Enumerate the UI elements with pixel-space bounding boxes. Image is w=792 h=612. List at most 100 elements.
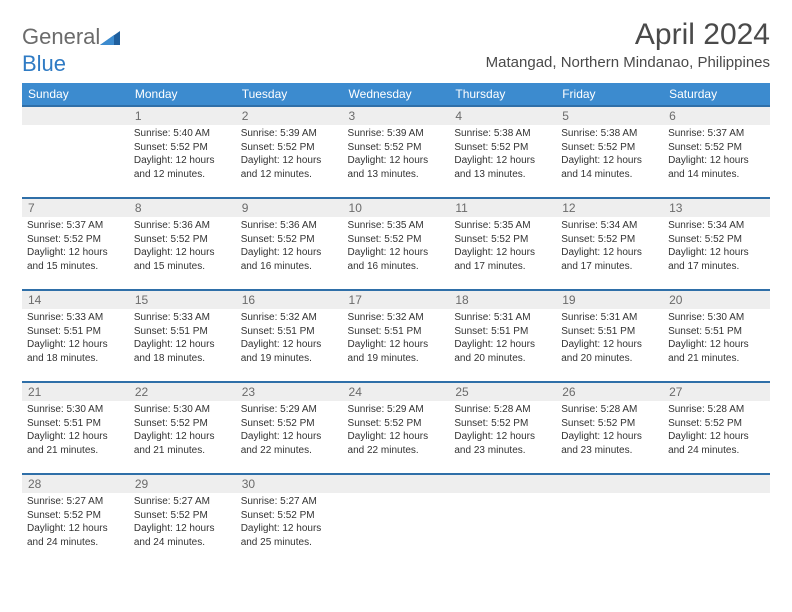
daylight-text: Daylight: 12 hours and 17 minutes. bbox=[454, 246, 551, 273]
sunrise-text: Sunrise: 5:37 AM bbox=[668, 127, 765, 141]
day-number: 10 bbox=[343, 199, 450, 217]
page-header: General Blue April 2024 Matangad, Northe… bbox=[22, 18, 770, 77]
calendar-day-cell: 20Sunrise: 5:30 AMSunset: 5:51 PMDayligh… bbox=[663, 290, 770, 382]
calendar-day-cell: 7Sunrise: 5:37 AMSunset: 5:52 PMDaylight… bbox=[22, 198, 129, 290]
calendar-day-cell: 30Sunrise: 5:27 AMSunset: 5:52 PMDayligh… bbox=[236, 474, 343, 566]
day-details: Sunrise: 5:32 AMSunset: 5:51 PMDaylight:… bbox=[236, 309, 343, 369]
sunrise-text: Sunrise: 5:40 AM bbox=[134, 127, 231, 141]
sunset-text: Sunset: 5:51 PM bbox=[241, 325, 338, 339]
brand-logo: General Blue bbox=[22, 18, 120, 77]
sunrise-text: Sunrise: 5:29 AM bbox=[241, 403, 338, 417]
sunset-text: Sunset: 5:52 PM bbox=[134, 141, 231, 155]
daylight-text: Daylight: 12 hours and 20 minutes. bbox=[561, 338, 658, 365]
sunrise-text: Sunrise: 5:27 AM bbox=[241, 495, 338, 509]
calendar-day-cell: 24Sunrise: 5:29 AMSunset: 5:52 PMDayligh… bbox=[343, 382, 450, 474]
sunrise-text: Sunrise: 5:30 AM bbox=[27, 403, 124, 417]
day-details bbox=[556, 493, 663, 499]
sunset-text: Sunset: 5:52 PM bbox=[134, 417, 231, 431]
sunset-text: Sunset: 5:52 PM bbox=[454, 417, 551, 431]
daylight-text: Daylight: 12 hours and 22 minutes. bbox=[241, 430, 338, 457]
daylight-text: Daylight: 12 hours and 16 minutes. bbox=[241, 246, 338, 273]
page-title: April 2024 bbox=[486, 18, 770, 52]
day-details: Sunrise: 5:28 AMSunset: 5:52 PMDaylight:… bbox=[663, 401, 770, 461]
daylight-text: Daylight: 12 hours and 23 minutes. bbox=[561, 430, 658, 457]
sunset-text: Sunset: 5:51 PM bbox=[668, 325, 765, 339]
sunrise-text: Sunrise: 5:32 AM bbox=[348, 311, 445, 325]
day-details: Sunrise: 5:32 AMSunset: 5:51 PMDaylight:… bbox=[343, 309, 450, 369]
day-details: Sunrise: 5:27 AMSunset: 5:52 PMDaylight:… bbox=[22, 493, 129, 553]
dayname-header: Sunday bbox=[22, 83, 129, 106]
calendar-day-cell: 8Sunrise: 5:36 AMSunset: 5:52 PMDaylight… bbox=[129, 198, 236, 290]
sunrise-text: Sunrise: 5:36 AM bbox=[134, 219, 231, 233]
sunset-text: Sunset: 5:52 PM bbox=[561, 233, 658, 247]
day-number: 7 bbox=[22, 199, 129, 217]
day-details: Sunrise: 5:36 AMSunset: 5:52 PMDaylight:… bbox=[129, 217, 236, 277]
sunrise-text: Sunrise: 5:32 AM bbox=[241, 311, 338, 325]
day-number: 28 bbox=[22, 475, 129, 493]
day-number: 29 bbox=[129, 475, 236, 493]
day-details: Sunrise: 5:37 AMSunset: 5:52 PMDaylight:… bbox=[22, 217, 129, 277]
daylight-text: Daylight: 12 hours and 21 minutes. bbox=[668, 338, 765, 365]
day-details: Sunrise: 5:33 AMSunset: 5:51 PMDaylight:… bbox=[22, 309, 129, 369]
calendar-day-cell: 11Sunrise: 5:35 AMSunset: 5:52 PMDayligh… bbox=[449, 198, 556, 290]
sunset-text: Sunset: 5:52 PM bbox=[668, 417, 765, 431]
calendar-day-cell: 15Sunrise: 5:33 AMSunset: 5:51 PMDayligh… bbox=[129, 290, 236, 382]
calendar-week-row: 7Sunrise: 5:37 AMSunset: 5:52 PMDaylight… bbox=[22, 198, 770, 290]
day-number: 26 bbox=[556, 383, 663, 401]
day-number bbox=[556, 475, 663, 493]
day-number bbox=[449, 475, 556, 493]
dayname-header: Friday bbox=[556, 83, 663, 106]
day-number: 25 bbox=[449, 383, 556, 401]
day-number: 22 bbox=[129, 383, 236, 401]
day-details bbox=[343, 493, 450, 499]
calendar-week-row: 21 Sunrise: 5:30 AMSunset: 5:51 PM Dayligh… bbox=[22, 382, 770, 474]
sunset-text: Sunset: 5:52 PM bbox=[454, 141, 551, 155]
sunrise-text: Sunrise: 5:39 AM bbox=[348, 127, 445, 141]
day-details: Sunrise: 5:28 AMSunset: 5:52 PMDaylight:… bbox=[449, 401, 556, 461]
day-number: 27 bbox=[663, 383, 770, 401]
sunset-text: Sunset: 5:51 PM bbox=[27, 417, 124, 431]
day-details bbox=[22, 125, 129, 131]
calendar-day-cell bbox=[556, 474, 663, 566]
day-number: 8 bbox=[129, 199, 236, 217]
day-number: 4 bbox=[449, 107, 556, 125]
daylight-text: Daylight: 12 hours and 13 minutes. bbox=[348, 154, 445, 181]
sunrise-text: Sunrise: 5:34 AM bbox=[668, 219, 765, 233]
calendar-day-cell: 27Sunrise: 5:28 AMSunset: 5:52 PMDayligh… bbox=[663, 382, 770, 474]
day-number bbox=[663, 475, 770, 493]
day-number: 18 bbox=[449, 291, 556, 309]
calendar-day-cell: 13Sunrise: 5:34 AMSunset: 5:52 PMDayligh… bbox=[663, 198, 770, 290]
day-details: Sunrise: 5:29 AMSunset: 5:52 PMDaylight:… bbox=[343, 401, 450, 461]
calendar-day-cell: 25Sunrise: 5:28 AMSunset: 5:52 PMDayligh… bbox=[449, 382, 556, 474]
brand-text-general: General bbox=[22, 24, 100, 49]
day-details: Sunrise: 5:28 AMSunset: 5:52 PMDaylight:… bbox=[556, 401, 663, 461]
daylight-text: Daylight: 12 hours and 22 minutes. bbox=[348, 430, 445, 457]
day-number: 12 bbox=[556, 199, 663, 217]
day-number: 3 bbox=[343, 107, 450, 125]
dayname-header: Thursday bbox=[449, 83, 556, 106]
location-text: Matangad, Northern Mindanao, Philippines bbox=[486, 54, 770, 71]
calendar-day-cell: 19Sunrise: 5:31 AMSunset: 5:51 PMDayligh… bbox=[556, 290, 663, 382]
brand-text-blue: Blue bbox=[22, 51, 66, 76]
day-details: Sunrise: 5:27 AMSunset: 5:52 PMDaylight:… bbox=[129, 493, 236, 553]
sunrise-text: Sunrise: 5:33 AM bbox=[134, 311, 231, 325]
daylight-text: Daylight: 12 hours and 19 minutes. bbox=[241, 338, 338, 365]
daylight-text: Daylight: 12 hours and 18 minutes. bbox=[27, 338, 124, 365]
calendar-body: 1Sunrise: 5:40 AMSunset: 5:52 PMDaylight… bbox=[22, 106, 770, 566]
day-details: Sunrise: 5:40 AMSunset: 5:52 PMDaylight:… bbox=[129, 125, 236, 185]
day-number: 21 bbox=[22, 383, 129, 401]
dayname-header: Wednesday bbox=[343, 83, 450, 106]
sunset-text: Sunset: 5:51 PM bbox=[134, 325, 231, 339]
sunset-text: Sunset: 5:52 PM bbox=[27, 509, 124, 523]
calendar-day-cell: 4Sunrise: 5:38 AMSunset: 5:52 PMDaylight… bbox=[449, 106, 556, 198]
day-number: 23 bbox=[236, 383, 343, 401]
day-details: Sunrise: 5:35 AMSunset: 5:52 PMDaylight:… bbox=[449, 217, 556, 277]
calendar-day-cell: 1Sunrise: 5:40 AMSunset: 5:52 PMDaylight… bbox=[129, 106, 236, 198]
day-number: 16 bbox=[236, 291, 343, 309]
daylight-text: Daylight: 12 hours and 19 minutes. bbox=[348, 338, 445, 365]
sunset-text: Sunset: 5:52 PM bbox=[561, 141, 658, 155]
sunset-text: Sunset: 5:52 PM bbox=[27, 233, 124, 247]
daylight-text: Daylight: 12 hours and 24 minutes. bbox=[27, 522, 124, 549]
calendar-day-cell bbox=[663, 474, 770, 566]
day-number: 20 bbox=[663, 291, 770, 309]
